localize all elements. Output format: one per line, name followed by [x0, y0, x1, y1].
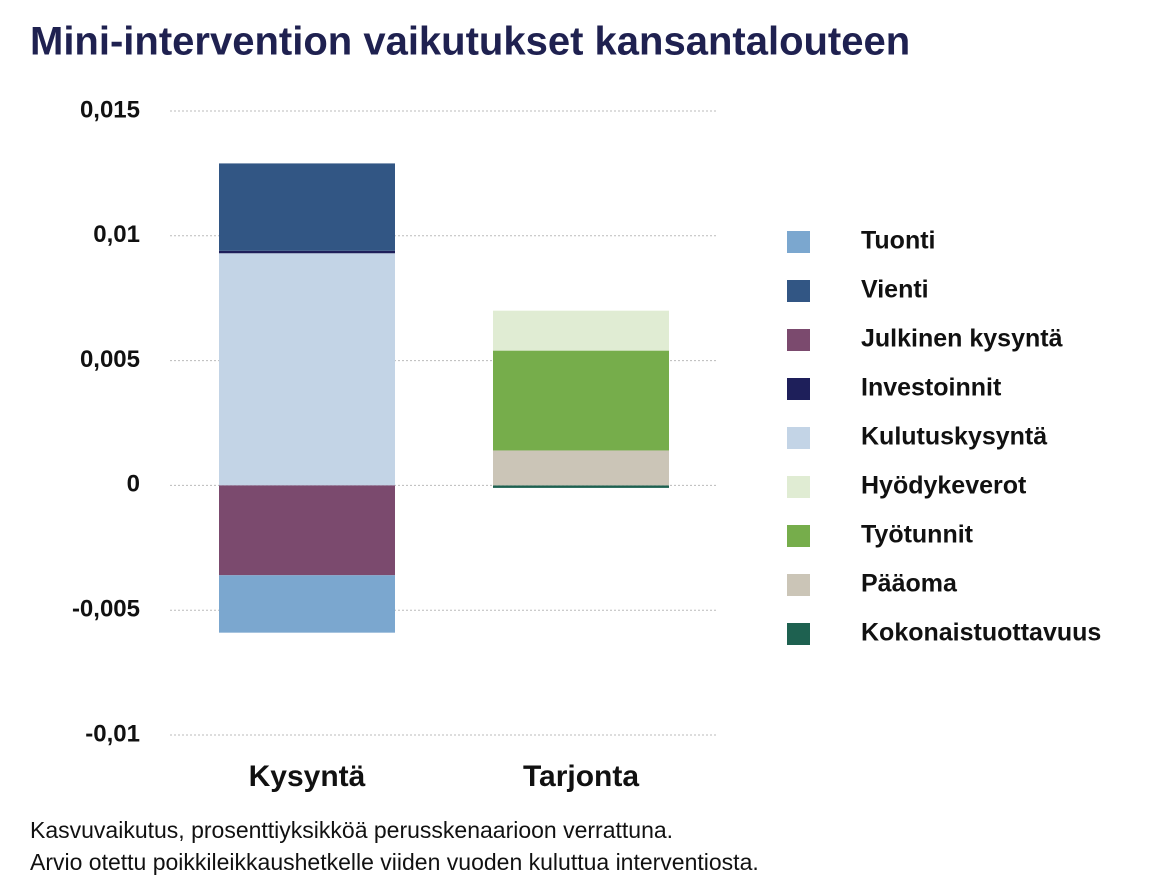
- bar-segment: [219, 485, 395, 576]
- bar-segment: [493, 450, 669, 486]
- bar-segment: [219, 163, 395, 251]
- legend-label: Vienti: [861, 276, 929, 304]
- legend-swatch: [787, 623, 810, 645]
- bar-segment: [219, 250, 395, 254]
- legend-swatch: [787, 525, 810, 547]
- note: Kasvuvaikutus, prosenttiyksikköä perussk…: [30, 817, 673, 843]
- x-tick-label: Tarjonta: [523, 760, 639, 793]
- legend-label: Julkinen kysyntä: [861, 325, 1063, 353]
- y-tick-label: 0: [127, 471, 140, 498]
- bar-segment: [493, 485, 669, 488]
- y-tick-label: -0,01: [85, 720, 140, 747]
- legend-swatch: [787, 231, 810, 253]
- legend-swatch: [787, 378, 810, 400]
- legend-swatch: [787, 329, 810, 351]
- legend-label: Hyödykeverot: [861, 472, 1027, 500]
- bar-segment: [219, 575, 395, 633]
- legend-label: Työtunnit: [861, 521, 974, 549]
- chart-title: Mini-intervention vaikutukset kansantalo…: [30, 20, 910, 64]
- y-tick-label: -0,005: [72, 596, 140, 623]
- bar-segment: [493, 310, 669, 351]
- legend-swatch: [787, 574, 810, 596]
- legend-swatch: [787, 427, 810, 449]
- legend-label: Pääoma: [861, 570, 958, 598]
- bar-segment: [493, 350, 669, 451]
- legend-label: Kulutuskysyntä: [861, 423, 1047, 451]
- legend-label: Tuonti: [861, 227, 936, 255]
- legend-label: Kokonaistuottavuus: [861, 619, 1101, 647]
- y-tick-label: 0,005: [80, 346, 140, 373]
- x-tick-label: Kysyntä: [249, 760, 366, 793]
- legend-swatch: [787, 476, 810, 498]
- note: Arvio otettu poikkileikkaushetkelle viid…: [30, 849, 759, 875]
- legend-swatch: [787, 280, 810, 302]
- y-tick-label: 0,01: [93, 221, 140, 248]
- y-tick-label: 0,015: [80, 96, 140, 123]
- bar-segment: [219, 253, 395, 486]
- legend-label: Investoinnit: [861, 374, 1002, 402]
